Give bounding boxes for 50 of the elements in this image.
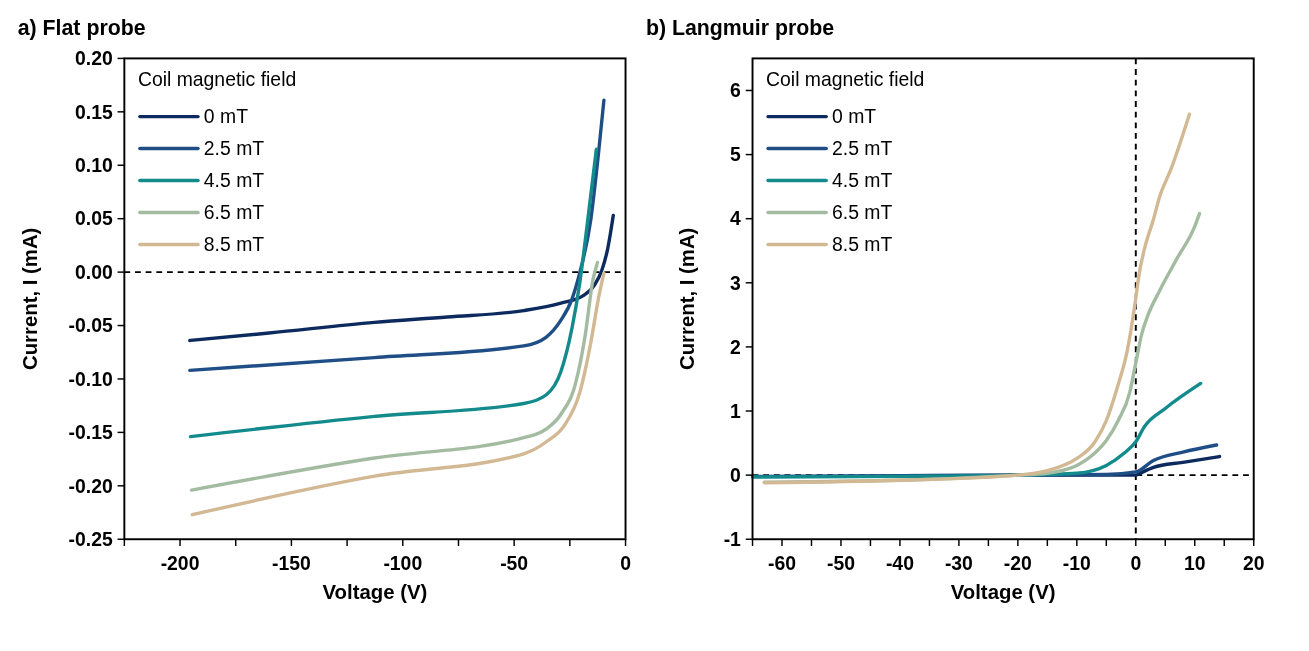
y-tick-label: 1 <box>730 399 742 422</box>
chart-title: b) Langmuir probe <box>645 16 835 41</box>
y-axis-title: Current, I (mA) <box>19 227 42 371</box>
y-tick-label: 5 <box>730 143 742 166</box>
legend-label: 8.5 mT <box>832 233 893 256</box>
y-tick-label: 0.20 <box>74 47 113 70</box>
y-tick-label: -0.20 <box>68 474 113 497</box>
y-tick-label: -0.25 <box>68 528 113 551</box>
y-tick-label: 6 <box>730 79 742 102</box>
legend-label: 2.5 mT <box>203 137 265 160</box>
x-tick-label: -150 <box>272 552 311 575</box>
y-tick-label: 2 <box>730 335 741 358</box>
y-tick-label: -0.05 <box>68 314 113 337</box>
y-tick-label: 4 <box>730 207 742 230</box>
x-tick-label: 0 <box>620 552 631 575</box>
x-tick-label: 10 <box>1183 552 1206 575</box>
y-tick-label: -0.15 <box>68 421 113 444</box>
legend-label: 2.5 mT <box>832 137 893 160</box>
y-tick-label: 0 <box>730 463 741 486</box>
y-tick-label: -0.10 <box>68 367 113 390</box>
y-tick-label: -1 <box>723 528 742 551</box>
chart-title: a) Flat probe <box>17 16 146 41</box>
y-tick-label: 0.10 <box>74 154 113 177</box>
legend-title: Coil magnetic field <box>137 67 297 90</box>
x-tick-label: -10 <box>1062 552 1091 575</box>
legend-label: 8.5 mT <box>203 233 265 256</box>
x-tick-label: -20 <box>1003 552 1032 575</box>
x-axis-title: Voltage (V) <box>950 581 1056 604</box>
legend-label: 6.5 mT <box>832 201 893 224</box>
x-tick-label: -50 <box>500 552 529 575</box>
x-tick-label: -60 <box>768 552 797 575</box>
legend-title: Coil magnetic field <box>766 67 925 90</box>
x-tick-label: -40 <box>885 552 914 575</box>
x-axis-title: Voltage (V) <box>322 581 428 604</box>
x-tick-label: -30 <box>944 552 973 575</box>
y-tick-label: 0.05 <box>74 207 113 230</box>
legend-label: 0 mT <box>203 105 249 128</box>
y-tick-label: 3 <box>730 271 742 294</box>
legend-label: 4.5 mT <box>203 169 265 192</box>
legend-label: 6.5 mT <box>203 201 265 224</box>
x-tick-label: -200 <box>160 552 200 575</box>
legend-label: 4.5 mT <box>832 169 893 192</box>
x-tick-label: -50 <box>826 552 855 575</box>
x-tick-label: -100 <box>383 552 423 575</box>
y-tick-label: 0.15 <box>74 100 113 123</box>
x-tick-label: 20 <box>1242 552 1265 575</box>
legend-label: 0 mT <box>832 105 877 128</box>
x-tick-label: 0 <box>1130 552 1142 575</box>
y-axis-title: Current, I (mA) <box>676 227 699 371</box>
y-tick-label: 0.00 <box>74 260 113 283</box>
